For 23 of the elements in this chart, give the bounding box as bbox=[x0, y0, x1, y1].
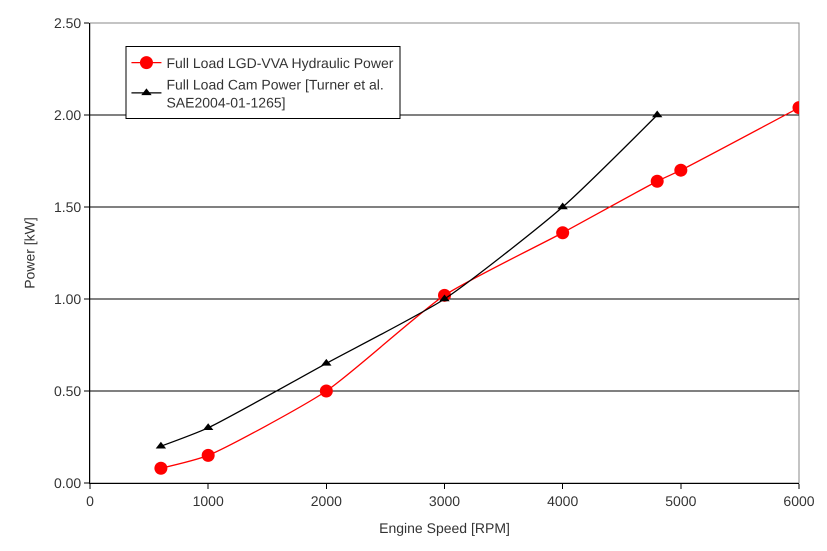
legend-label: Full Load Cam Power [Turner et al. SAE2004-01-1265] bbox=[166, 76, 384, 110]
x-tick-label: 3000 bbox=[428, 492, 460, 509]
legend-label: Full Load LGD-VVA Hydraulic Power bbox=[166, 55, 394, 72]
x-tick-label: 1000 bbox=[192, 492, 224, 509]
point bbox=[674, 164, 688, 177]
y-tick-label: 2.00 bbox=[54, 106, 82, 123]
x-tick-label: 6000 bbox=[783, 492, 815, 509]
y-tick-label: 0.50 bbox=[54, 382, 82, 399]
x-tick-label: 5000 bbox=[665, 492, 697, 509]
point bbox=[154, 462, 168, 475]
y-axis-title: Power [kW] bbox=[22, 217, 38, 289]
x-axis-title: Engine Speed [RPM] bbox=[379, 520, 510, 536]
y-tick-label: 2.50 bbox=[54, 14, 82, 31]
y-tick-label: 1.50 bbox=[54, 198, 82, 215]
y-tick-label: 0.00 bbox=[54, 474, 82, 491]
x-tick-label: 2000 bbox=[310, 492, 342, 509]
point bbox=[202, 448, 215, 462]
x-tick-label: 0 bbox=[86, 492, 94, 509]
point bbox=[650, 174, 664, 188]
point bbox=[320, 384, 333, 398]
x-tick-label: 4000 bbox=[547, 492, 578, 509]
y-tick-label: 1.00 bbox=[54, 290, 82, 307]
point bbox=[556, 226, 570, 240]
